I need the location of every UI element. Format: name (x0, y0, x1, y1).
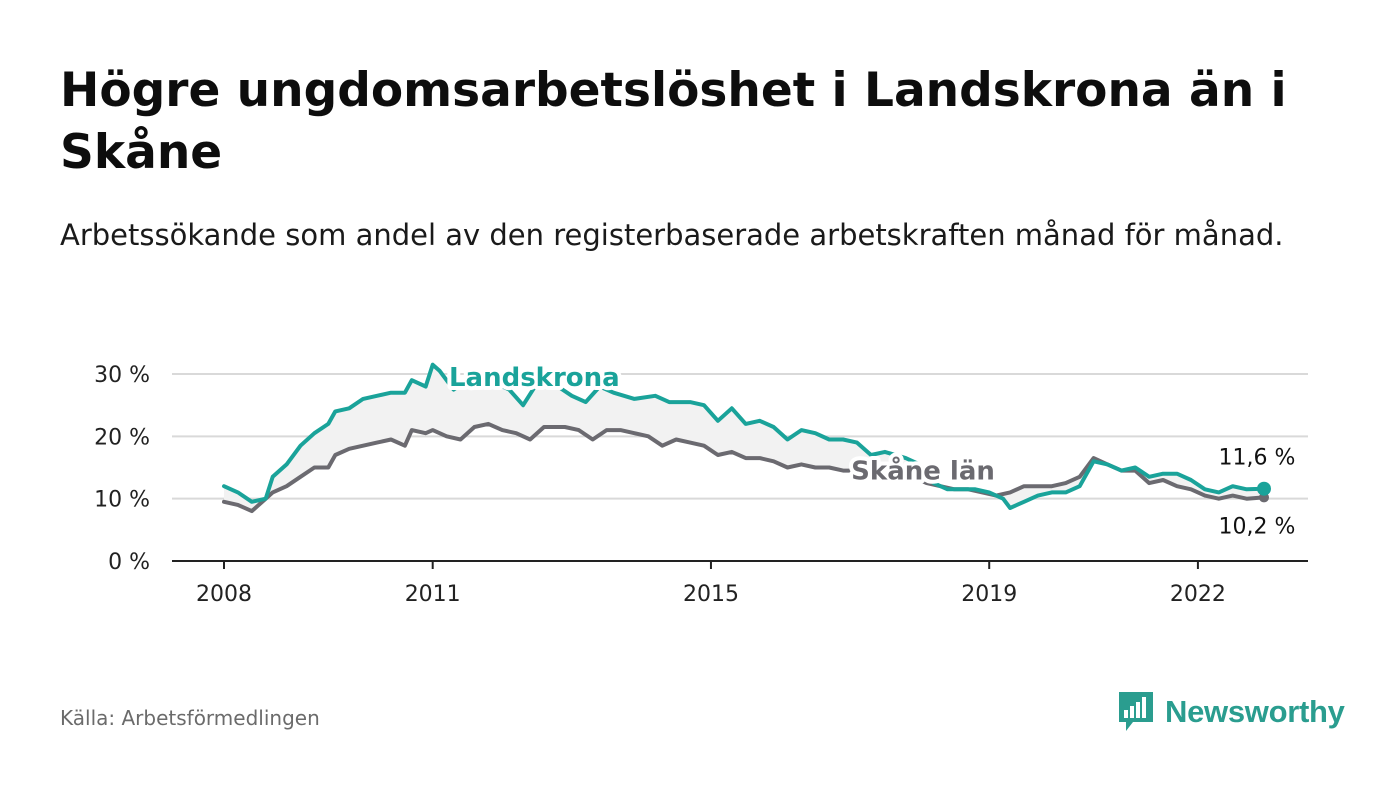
y-tick-label: 20 % (94, 425, 150, 450)
end-point-landskrona (1257, 481, 1271, 496)
y-tick-label: 30 % (94, 363, 150, 388)
y-tick-label: 10 % (94, 488, 150, 513)
series-line-landskrona (222, 362, 1266, 510)
series-label-skane: Skåne län (851, 455, 995, 487)
series-line-skane (222, 421, 1266, 514)
series-label-landskrona-halo: Landskrona (449, 363, 620, 393)
chart-title: Högre ungdomsarbetslöshet i Landskrona ä… (60, 63, 1287, 180)
newsworthy-logo: Newsworthy (1117, 690, 1345, 734)
source-note: Källa: Arbetsförmedlingen (60, 706, 320, 730)
series-label-skane-halo: Skåne län (851, 455, 995, 487)
series-label-landskrona: Landskrona (449, 363, 620, 393)
x-tick-label: 2011 (405, 582, 461, 607)
x-tick-label: 2019 (961, 582, 1017, 607)
x-tick-label: 2008 (196, 582, 252, 607)
bar-chart-speech-bubble-icon (1119, 692, 1153, 731)
y-tick-label: 0 % (108, 550, 150, 575)
end-label-landskrona: 11,6 % (1219, 446, 1296, 471)
difference-area (224, 364, 1264, 512)
line-chart: 0 % 10 % 20 % 30 % 2008 2011 2015 2019 2022 Land… (94, 359, 1308, 607)
series-lines (222, 362, 1271, 514)
axes: 0 % 10 % 20 % 30 % 2008 2011 2015 2019 2022 (94, 363, 1308, 607)
difference-band (224, 364, 1264, 512)
chart-subtitle: Arbetssökande som andel av den registerb… (60, 218, 1284, 252)
brand-name: Newsworthy (1165, 694, 1345, 729)
x-tick-label: 2022 (1170, 582, 1226, 607)
x-tick-label: 2015 (683, 582, 739, 607)
end-label-skane: 10,2 % (1219, 514, 1296, 539)
